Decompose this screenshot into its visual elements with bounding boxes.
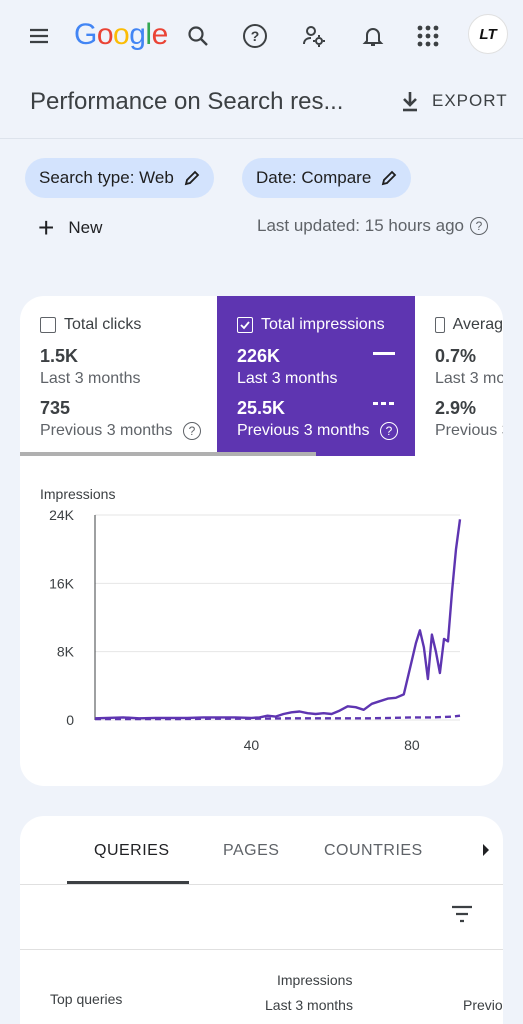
edit-icon — [184, 170, 200, 186]
y-tick-label: 8K — [57, 644, 75, 660]
google-logo[interactable]: Google — [74, 18, 168, 52]
help-icon[interactable]: ? — [182, 422, 201, 440]
metric-prev-period: Previous 3 — [435, 422, 503, 439]
menu-icon[interactable] — [21, 18, 57, 54]
metric-prev-period-text: Previous 3 months — [237, 422, 370, 439]
performance-card: Total clicks 1.5K Last 3 months 735 Prev… — [20, 296, 503, 786]
search-type-label: Search type: Web — [39, 168, 174, 187]
manage-accounts-icon[interactable] — [296, 18, 332, 54]
divider — [20, 949, 503, 950]
y-tick-label: 24K — [49, 507, 75, 523]
tab-queries[interactable]: QUERIES — [94, 842, 170, 859]
checkbox[interactable] — [40, 317, 56, 333]
filter-icon[interactable] — [450, 904, 474, 929]
last-updated: Last updated: 15 hours ago ? — [257, 216, 488, 236]
top-app-bar: Google ? LT — [0, 0, 523, 72]
search-type-chip[interactable]: Search type: Web — [25, 158, 214, 198]
metric-prev-value: 25.5K — [237, 398, 286, 418]
metric-average[interactable]: Averag 0.7% Last 3 mo 2.9% Previous 3 — [415, 296, 503, 456]
metric-period: Last 3 months — [237, 370, 338, 387]
tab-pages[interactable]: PAGES — [223, 842, 280, 859]
plus-icon: + — [38, 212, 55, 243]
metric-value: 1.5K — [40, 346, 79, 366]
bell-icon[interactable] — [355, 18, 391, 54]
logo-letter: l — [145, 18, 152, 51]
column-header-impressions-period: Last 3 months — [265, 997, 353, 1013]
metric-prev-value: 735 — [40, 398, 71, 418]
metric-value: 226K — [237, 346, 281, 366]
page-title: Performance on Search res... — [30, 88, 344, 115]
metric-prev-period-text: Previous 3 months — [40, 422, 173, 439]
column-header-top-queries[interactable]: Top queries — [50, 991, 123, 1007]
metric-prev-value: 2.9% — [435, 398, 477, 418]
metric-total-impressions[interactable]: Total impressions 226K Last 3 months 25.… — [217, 296, 415, 456]
checkbox[interactable] — [435, 317, 445, 333]
metric-label: Total clicks — [64, 316, 142, 333]
impressions-chart: Impressions 24K 16K 8K 0 40 80 — [40, 486, 462, 753]
help-icon[interactable]: ? — [470, 217, 488, 235]
legend-dashed-line — [373, 402, 395, 405]
checkbox-checked[interactable] — [237, 317, 253, 333]
active-tab-indicator — [67, 881, 189, 884]
logo-letter: o — [113, 18, 130, 51]
avatar[interactable]: LT — [468, 14, 508, 54]
export-label: EXPORT — [432, 91, 508, 110]
metric-label: Averag — [452, 316, 503, 333]
logo-letter: G — [74, 18, 97, 51]
y-tick-label: 16K — [49, 575, 75, 591]
logo-letter: o — [96, 18, 114, 51]
y-axis-label: Impressions — [40, 486, 115, 502]
series-line-current — [94, 519, 462, 720]
column-header-previous[interactable]: Previo — [463, 997, 503, 1013]
tab-countries[interactable]: COUNTRIES — [324, 842, 423, 859]
metric-total-clicks[interactable]: Total clicks 1.5K Last 3 months 735 Prev… — [20, 296, 217, 456]
logo-letter: g — [129, 18, 146, 51]
x-tick-label: 80 — [404, 737, 420, 753]
svg-text:?: ? — [251, 28, 260, 44]
metrics-scrollbar[interactable] — [20, 452, 316, 456]
edit-icon — [382, 170, 397, 186]
help-icon[interactable]: ? — [379, 422, 398, 440]
new-label: New — [68, 218, 103, 237]
export-button[interactable]: EXPORT — [400, 90, 508, 112]
divider — [0, 138, 523, 139]
column-header-impressions[interactable]: Impressions — [277, 972, 353, 988]
search-icon[interactable] — [180, 18, 216, 54]
apps-grid-icon[interactable] — [410, 18, 446, 54]
metric-label: Total impressions — [261, 316, 385, 333]
metric-period: Last 3 months — [40, 370, 141, 387]
x-tick-label: 40 — [244, 737, 260, 753]
metric-period: Last 3 mo — [435, 370, 503, 387]
logo-letter: e — [151, 18, 169, 51]
divider — [20, 884, 503, 885]
dimension-card: QUERIES PAGES COUNTRIES Top queries Impr… — [20, 816, 503, 1024]
help-icon[interactable]: ? — [237, 18, 273, 54]
legend-solid-line — [373, 352, 395, 355]
metric-value: 0.7% — [435, 346, 477, 366]
download-icon — [403, 92, 417, 112]
last-updated-text: Last updated: 15 hours ago — [257, 216, 464, 235]
chevron-right-icon[interactable] — [480, 842, 492, 863]
metric-tiles: Total clicks 1.5K Last 3 months 735 Prev… — [20, 296, 503, 456]
series-line-previous — [95, 714, 461, 721]
date-label: Date: Compare — [256, 168, 372, 187]
y-tick-label: 0 — [66, 712, 74, 728]
metric-prev-period: Previous 3 months ? — [40, 422, 217, 440]
metric-prev-period: Previous 3 months ? — [237, 422, 415, 440]
date-chip[interactable]: Date: Compare — [242, 158, 412, 198]
new-filter-button[interactable]: + New — [38, 214, 102, 242]
